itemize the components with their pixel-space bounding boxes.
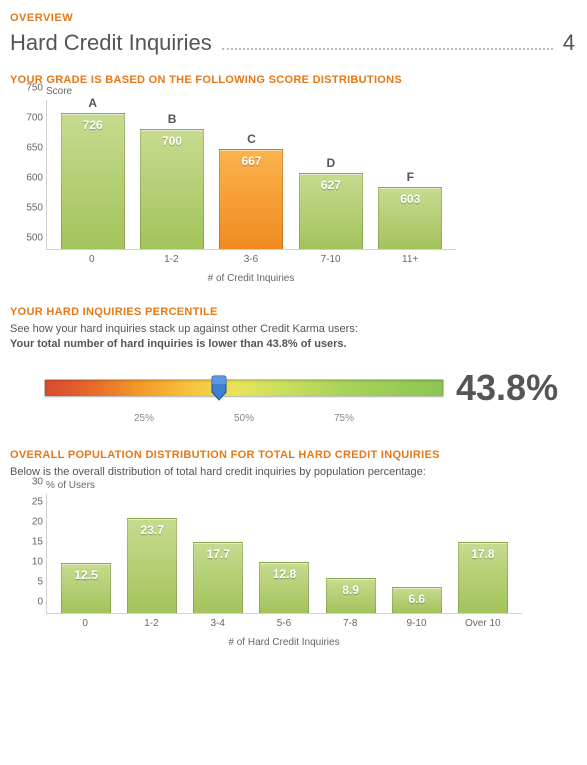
bar-value-label: 627	[321, 178, 341, 192]
chart-xlabel: 0	[60, 254, 124, 265]
percentile-ticks: 25% 50% 75%	[44, 413, 444, 427]
bar-grade-label: C	[247, 132, 256, 146]
chart-xlabel: 3-6	[219, 254, 283, 265]
bar-value-label: 23.7	[141, 523, 164, 537]
chart-bar: 23.7	[127, 518, 177, 613]
chart-ytick: 750	[13, 83, 43, 94]
percentile-bar	[44, 379, 444, 397]
bar-value-label: 8.9	[342, 583, 359, 597]
chart-xlabel: 1-2	[139, 254, 203, 265]
chart-ytick: 0	[13, 597, 43, 608]
distribution-sub: Below is the overall distribution of tot…	[10, 465, 575, 480]
bar-value-label: 17.7	[207, 547, 230, 561]
chart-ytick: 10	[13, 557, 43, 568]
chart-bar: F603	[378, 187, 442, 249]
title-dots	[222, 48, 553, 50]
title-value: 4	[563, 30, 575, 56]
percentile-sub-line1: See how your hard inquiries stack up aga…	[10, 323, 358, 335]
chart-xlabel: 0	[60, 618, 110, 629]
chart-ytick: 30	[13, 477, 43, 488]
chart-bar: B700	[140, 129, 204, 249]
chart-xlabel: Over 10	[458, 618, 508, 629]
chart-bar: A726	[61, 113, 125, 249]
chart-ytick: 5	[13, 577, 43, 588]
percentile-tick: 75%	[334, 413, 354, 424]
percentile-sub: See how your hard inquiries stack up aga…	[10, 322, 575, 353]
bar-value-label: 667	[241, 154, 261, 168]
chart-ytick: 25	[13, 497, 43, 508]
distribution-chart: % of Users05101520253012.523.717.712.88.…	[10, 494, 575, 648]
bar-value-label: 12.5	[74, 568, 97, 582]
chart-bar: 8.9	[326, 578, 376, 614]
percentile-marker	[210, 374, 228, 402]
page-title: Hard Credit Inquiries	[10, 30, 212, 56]
chart-bar: 6.6	[392, 587, 442, 613]
chart-ytick: 600	[13, 173, 43, 184]
chart-bar: D627	[299, 173, 363, 249]
chart-xlabel: 11+	[378, 254, 442, 265]
chart-bar: 17.8	[458, 542, 508, 613]
grade-chart: Score500550600650700750A726B700C667D627F…	[10, 100, 575, 284]
percentile-tick: 50%	[234, 413, 254, 424]
chart-ytick: 650	[13, 143, 43, 154]
chart-ytick: 700	[13, 113, 43, 124]
percentile-sub-line2: Your total number of hard inquiries is l…	[10, 338, 347, 350]
bar-grade-label: F	[407, 170, 414, 184]
bar-value-label: 12.8	[273, 567, 296, 581]
bar-value-label: 6.6	[408, 592, 425, 606]
chart-bar: C667	[219, 149, 283, 249]
chart-ytick: 15	[13, 537, 43, 548]
chart-xlabel: 3-4	[193, 618, 243, 629]
chart-ytick: 500	[13, 233, 43, 244]
chart-xlabel: 7-8	[325, 618, 375, 629]
bar-value-label: 700	[162, 134, 182, 148]
percentile-tick: 25%	[134, 413, 154, 424]
chart-y-title: % of Users	[46, 480, 95, 491]
distribution-heading: OVERALL POPULATION DISTRIBUTION FOR TOTA…	[10, 449, 575, 461]
chart-xlabel: 9-10	[392, 618, 442, 629]
chart-x-title: # of Credit Inquiries	[46, 273, 456, 284]
overview-label: OVERVIEW	[10, 12, 575, 24]
chart-bar: 12.8	[259, 562, 309, 613]
percentile-section: YOUR HARD INQUIRIES PERCENTILE See how y…	[10, 306, 575, 427]
bar-value-label: 17.8	[471, 547, 494, 561]
percentile-heading: YOUR HARD INQUIRIES PERCENTILE	[10, 306, 575, 318]
bar-grade-label: A	[88, 96, 97, 110]
chart-xlabel: 5-6	[259, 618, 309, 629]
grade-heading: YOUR GRADE IS BASED ON THE FOLLOWING SCO…	[10, 74, 575, 86]
bar-value-label: 603	[400, 192, 420, 206]
chart-x-title: # of Hard Credit Inquiries	[46, 637, 522, 648]
distribution-section: OVERALL POPULATION DISTRIBUTION FOR TOTA…	[10, 449, 575, 648]
chart-bar: 17.7	[193, 542, 243, 613]
chart-ytick: 550	[13, 203, 43, 214]
chart-xlabel: 7-10	[299, 254, 363, 265]
bar-value-label: 726	[83, 118, 103, 132]
chart-ytick: 20	[13, 517, 43, 528]
bar-grade-label: B	[168, 112, 177, 126]
percentile-value: 43.8%	[456, 367, 558, 409]
chart-xlabel: 1-2	[126, 618, 176, 629]
chart-y-title: Score	[46, 86, 72, 97]
title-row: Hard Credit Inquiries 4	[10, 30, 575, 56]
bar-grade-label: D	[327, 156, 336, 170]
chart-bar: 12.5	[61, 563, 111, 613]
